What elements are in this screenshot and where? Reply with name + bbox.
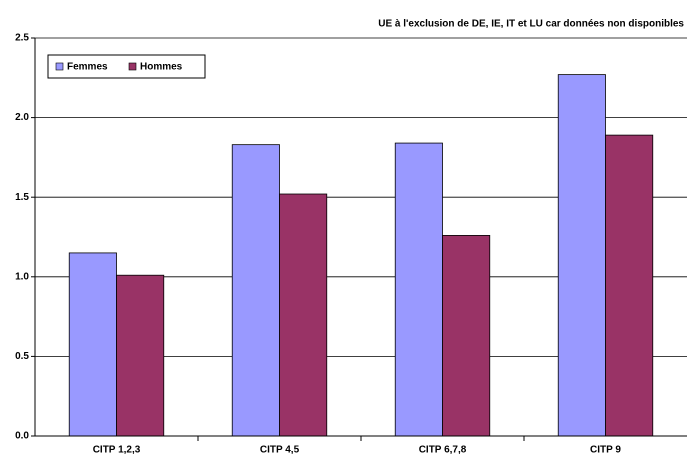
bar [116, 274, 165, 437]
x-tick-label: CITP 6,7,8 [419, 445, 467, 456]
legend-label: Hommes [140, 62, 183, 73]
annotation: UE à l'exclusion de DE, IE, IT et LU car… [378, 19, 684, 30]
bar [442, 235, 491, 437]
y-tick-label: 0.5 [15, 351, 29, 362]
y-tick-label: 2.0 [15, 112, 29, 123]
y-tick-label: 0.0 [15, 431, 29, 442]
bar [279, 193, 328, 437]
bar [557, 74, 606, 437]
x-tick-label: CITP 9 [590, 445, 621, 456]
bar [394, 142, 443, 437]
legend-box [47, 54, 206, 79]
legend-swatch [128, 62, 137, 71]
y-tick-label: 2.5 [15, 33, 29, 44]
y-tick-label: 1.0 [15, 271, 29, 282]
legend-label: Femmes [67, 62, 108, 73]
bar [605, 134, 654, 437]
bar [68, 252, 117, 437]
legend-swatch [55, 62, 64, 71]
x-tick-label: CITP 4,5 [260, 445, 300, 456]
x-tick-label: CITP 1,2,3 [93, 445, 141, 456]
bar [231, 144, 280, 437]
y-tick-label: 1.5 [15, 192, 29, 203]
